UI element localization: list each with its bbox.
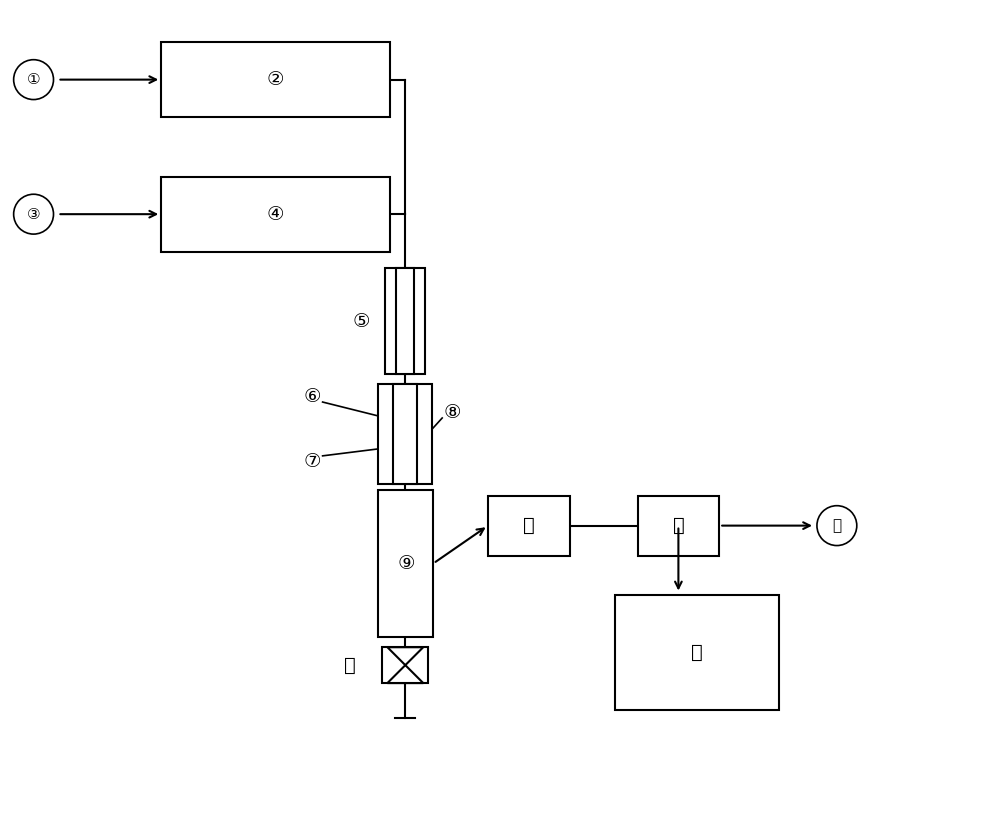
Bar xyxy=(385,268,425,374)
Text: ⑦: ⑦ xyxy=(304,453,321,472)
Bar xyxy=(161,42,390,117)
Text: ⑪: ⑪ xyxy=(523,516,535,535)
Text: ⑫: ⑫ xyxy=(673,516,684,535)
Circle shape xyxy=(817,506,857,545)
Bar xyxy=(382,648,428,683)
Bar xyxy=(488,496,570,556)
Text: ②: ② xyxy=(267,70,285,89)
Bar xyxy=(378,490,433,637)
Text: ⑨: ⑨ xyxy=(397,554,415,573)
Text: ⑧: ⑧ xyxy=(443,402,461,421)
Bar xyxy=(638,496,719,556)
Bar xyxy=(161,177,390,252)
Circle shape xyxy=(14,59,54,100)
Text: ④: ④ xyxy=(267,205,285,224)
Text: ⑥: ⑥ xyxy=(304,387,321,406)
Bar xyxy=(378,384,432,484)
Text: ⑤: ⑤ xyxy=(353,311,370,330)
Text: ⑯: ⑯ xyxy=(344,656,355,675)
Bar xyxy=(396,268,414,374)
Text: ⑬: ⑬ xyxy=(691,643,703,662)
Text: ⑭: ⑭ xyxy=(832,518,841,533)
Bar xyxy=(615,596,779,710)
Bar xyxy=(393,384,417,484)
Text: ①: ① xyxy=(27,72,40,87)
Text: ③: ③ xyxy=(27,206,40,221)
Circle shape xyxy=(14,194,54,234)
